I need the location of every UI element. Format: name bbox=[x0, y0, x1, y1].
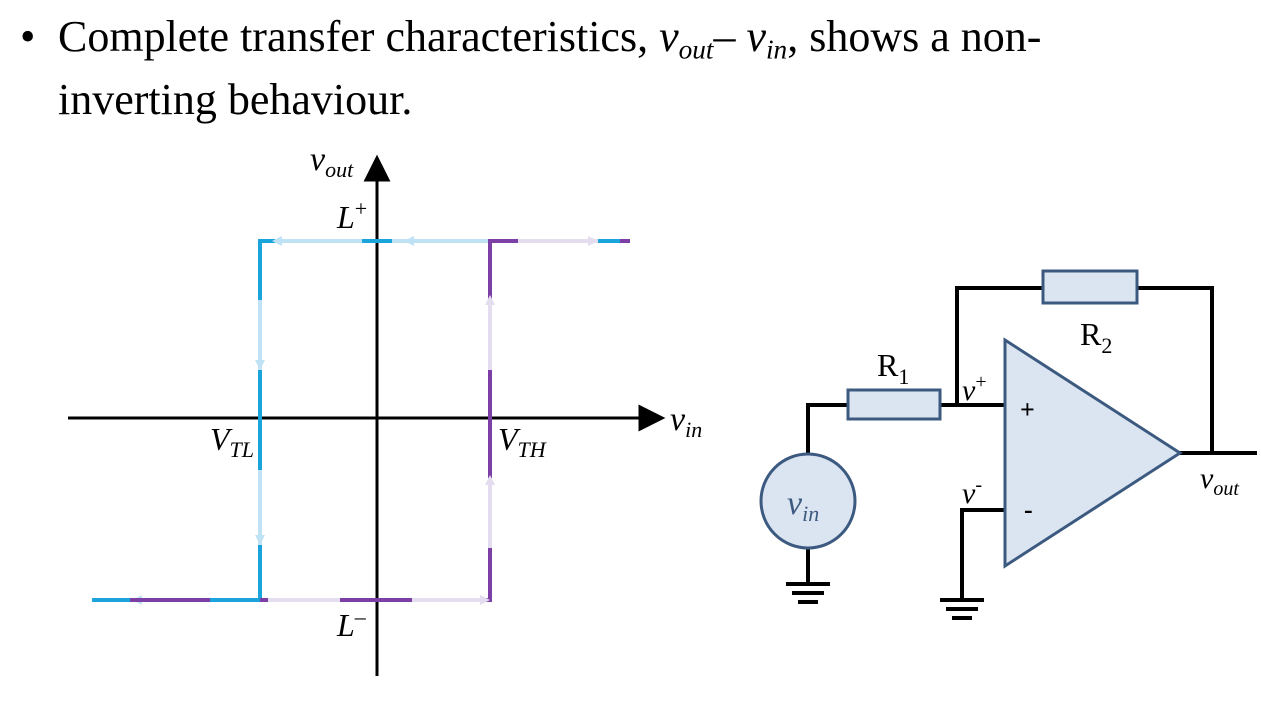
arrow-left-top-2 bbox=[404, 236, 414, 246]
ground-symbol-opamp bbox=[940, 598, 984, 620]
y-axis-label: vout bbox=[310, 141, 354, 182]
bullet-line1-post: , shows a non- bbox=[787, 12, 1042, 61]
v-plus-label: v+ bbox=[962, 371, 987, 407]
increasing-path bbox=[92, 236, 630, 605]
arrow-right-bottom bbox=[480, 595, 490, 605]
vtl-label: VTL bbox=[210, 421, 254, 462]
l-minus-label: L– bbox=[336, 604, 367, 643]
resistor-r1 bbox=[846, 388, 942, 421]
arrow-up-2 bbox=[485, 295, 495, 305]
bullet-line2: inverting behaviour. bbox=[58, 74, 413, 124]
schmitt-trigger-circuit: R1 R2 v+ v- + - vin vout bbox=[759, 269, 1257, 620]
ground-symbol-source bbox=[786, 582, 830, 604]
bullet-line1-pre: Complete transfer characteristics, bbox=[58, 12, 660, 61]
arrow-left-top bbox=[272, 236, 282, 246]
output-label: vout bbox=[1200, 462, 1239, 500]
bullet-dot: • bbox=[20, 12, 36, 61]
l-plus-label: L+ bbox=[336, 196, 367, 235]
v-minus-label: v- bbox=[962, 474, 982, 510]
transfer-characteristic-plot: vout vin L+ L– VTL VTH bbox=[68, 141, 702, 676]
r1-label: R1 bbox=[877, 347, 909, 389]
minus-terminal-label: - bbox=[1024, 495, 1033, 524]
vin-symbol: vin bbox=[746, 12, 788, 65]
arrow-right-top bbox=[588, 236, 598, 246]
bullet-sentence: Complete transfer characteristics, vout–… bbox=[58, 12, 1238, 125]
wires bbox=[806, 286, 1257, 600]
arrow-down-1 bbox=[255, 360, 265, 370]
decreasing-path bbox=[92, 236, 630, 605]
r2-label: R2 bbox=[1080, 316, 1112, 358]
x-axis-label: vin bbox=[670, 401, 702, 442]
resistor-r2 bbox=[1041, 269, 1139, 305]
plus-terminal-label: + bbox=[1020, 395, 1035, 424]
minus-sign: – bbox=[713, 12, 747, 61]
source-label: vin bbox=[787, 485, 819, 526]
op-amp bbox=[1003, 337, 1183, 569]
voltage-source bbox=[759, 452, 857, 550]
vth-label: VTH bbox=[498, 421, 547, 462]
arrow-up-1 bbox=[485, 475, 495, 485]
vout-symbol: vout bbox=[659, 12, 714, 65]
arrow-down-2 bbox=[255, 535, 265, 545]
